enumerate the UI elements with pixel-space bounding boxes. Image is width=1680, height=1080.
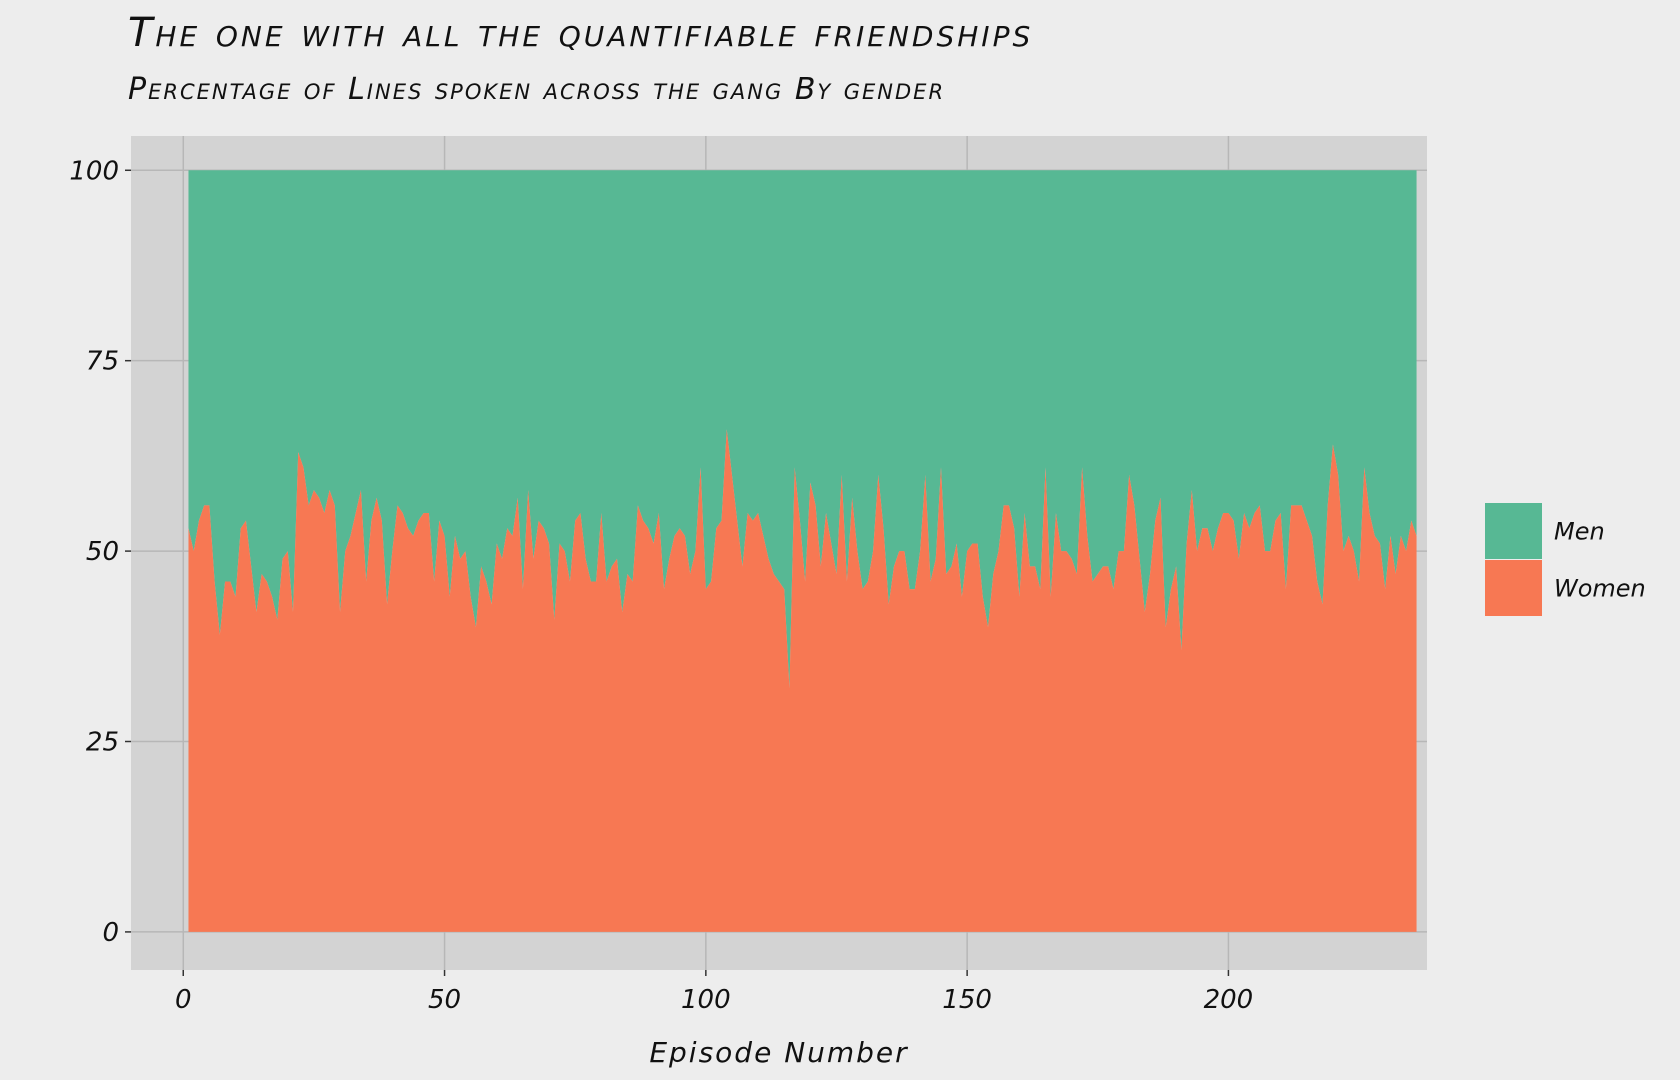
y-axis: 0 25 50 75 100 bbox=[69, 156, 131, 948]
x-tick-label: 0 bbox=[175, 985, 192, 1015]
women-area bbox=[188, 429, 1417, 932]
y-tick-label: 0 bbox=[102, 918, 119, 948]
legend: Men Women bbox=[1485, 503, 1646, 616]
chart-title: The one with all the quantifiable friend… bbox=[128, 10, 1034, 56]
chart-subtitle: Percentage of Lines spoken across the ga… bbox=[128, 72, 946, 107]
y-tick-label: 75 bbox=[86, 347, 119, 377]
men-area bbox=[188, 170, 1417, 689]
x-axis: 0 50 100 150 200 bbox=[175, 970, 1253, 1015]
legend-swatch-women bbox=[1485, 560, 1542, 616]
legend-swatch-men bbox=[1485, 503, 1542, 559]
legend-label-women: Women bbox=[1554, 575, 1646, 603]
legend-label-men: Men bbox=[1554, 518, 1605, 546]
x-tick-label: 50 bbox=[428, 985, 461, 1015]
x-tick-label: 200 bbox=[1204, 985, 1254, 1015]
x-tick-label: 100 bbox=[681, 985, 731, 1015]
y-tick-label: 100 bbox=[69, 156, 119, 186]
y-tick-label: 50 bbox=[86, 537, 119, 567]
x-tick-label: 150 bbox=[942, 985, 992, 1015]
area-series bbox=[188, 170, 1417, 932]
x-axis-title: Episode Number bbox=[649, 1036, 908, 1069]
y-tick-label: 25 bbox=[86, 728, 119, 758]
